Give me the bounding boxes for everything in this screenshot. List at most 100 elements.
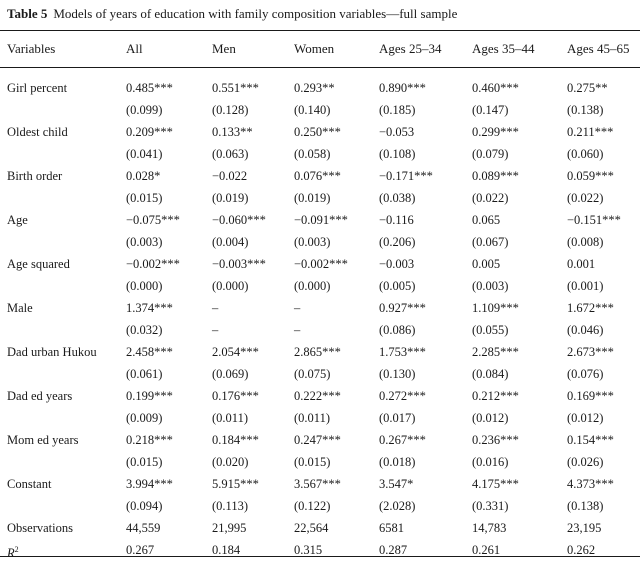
row-label: Constant (7, 477, 52, 491)
table-body: Girl percent 0.485*** 0.551*** 0.293** 0.890… (0, 77, 640, 561)
se-cell: (0.061) (126, 367, 163, 381)
se-cell: (0.018) (379, 455, 416, 469)
se-cell: (0.069) (212, 367, 249, 381)
coef-cell: 0.236*** (472, 433, 519, 447)
coef-cell: 0.211*** (567, 125, 614, 139)
coef-cell: 2.865*** (294, 345, 341, 359)
se-cell: (0.084) (472, 367, 509, 381)
se-cell: (0.094) (126, 499, 163, 513)
summary-cell: 22,564 (294, 521, 329, 535)
se-cell: (0.086) (379, 323, 416, 337)
se-row: (0.015) (0.020) (0.015) (0.018) (0.016) (0.02… (0, 451, 640, 473)
coef-cell: 0.927*** (379, 301, 426, 315)
row-label: Girl percent (7, 81, 68, 95)
se-cell: (0.009) (126, 411, 163, 425)
coef-cell: −0.151*** (567, 213, 621, 227)
se-cell: (0.063) (212, 147, 249, 161)
se-cell: (0.004) (212, 235, 249, 249)
coef-cell: −0.003*** (212, 257, 266, 271)
coef-cell: −0.116 (379, 213, 414, 227)
coef-cell: 0.133** (212, 125, 253, 139)
summary-cell: 0.267 (126, 543, 155, 557)
se-row: (0.061) (0.069) (0.075) (0.130) (0.084) (0.07… (0, 363, 640, 385)
table-caption: Table 5 Models of years of education with… (7, 4, 457, 24)
top-rule (0, 30, 640, 31)
se-cell: (0.147) (472, 103, 509, 117)
coef-cell: −0.002*** (126, 257, 180, 271)
coef-row: Age squared −0.002*** −0.003*** −0.002*** −0… (0, 253, 640, 275)
se-row: (0.000) (0.000) (0.000) (0.005) (0.003) (0.00… (0, 275, 640, 297)
se-cell: (0.019) (294, 191, 331, 205)
row-label: Oldest child (7, 125, 68, 139)
se-cell: (0.185) (379, 103, 416, 117)
header-rule (0, 67, 640, 68)
coef-cell: 0.460*** (472, 81, 519, 95)
table-title: Models of years of education with family… (53, 6, 458, 21)
se-cell: (0.206) (379, 235, 416, 249)
coef-cell: 3.567*** (294, 477, 341, 491)
coef-cell: 5.915*** (212, 477, 259, 491)
coef-cell: 3.994*** (126, 477, 173, 491)
coef-row: Constant 3.994*** 5.915*** 3.567*** 3.547* 4.… (0, 473, 640, 495)
se-cell: (0.041) (126, 147, 163, 161)
se-cell: (0.130) (379, 367, 416, 381)
coef-cell: 0.275** (567, 81, 608, 95)
coef-cell: 1.109*** (472, 301, 519, 315)
coef-cell: 0.247*** (294, 433, 341, 447)
coef-cell: 0.089*** (472, 169, 519, 183)
se-cell: (0.022) (567, 191, 604, 205)
se-cell: (0.019) (212, 191, 249, 205)
coef-row: Dad urban Hukou 2.458*** 2.054*** 2.865*** 1… (0, 341, 640, 363)
se-cell: (0.003) (472, 279, 509, 293)
summary-cell: 0.315 (294, 543, 323, 557)
se-cell: (0.020) (212, 455, 249, 469)
se-cell: (0.005) (379, 279, 416, 293)
coef-row: Girl percent 0.485*** 0.551*** 0.293** 0.890… (0, 77, 640, 99)
coef-cell: 2.054*** (212, 345, 259, 359)
summary-cell: 44,559 (126, 521, 161, 535)
se-cell: (0.026) (567, 455, 604, 469)
coef-cell: 0.218*** (126, 433, 173, 447)
se-cell: (0.017) (379, 411, 416, 425)
se-cell: (0.015) (294, 455, 331, 469)
column-header: Ages 45–65 (567, 41, 630, 56)
coef-cell: 0.184*** (212, 433, 259, 447)
se-cell: – (294, 323, 301, 337)
se-cell: (0.008) (567, 235, 604, 249)
summary-cell: 0.287 (379, 543, 408, 557)
coef-cell: 4.373*** (567, 477, 614, 491)
row-label: Birth order (7, 169, 63, 183)
column-header: Variables (7, 41, 56, 56)
coef-cell: −0.053 (379, 125, 415, 139)
column-header: Men (212, 41, 236, 56)
coef-row: Oldest child 0.209*** 0.133** 0.250*** −0.05… (0, 121, 640, 143)
coef-cell: 0.076*** (294, 169, 341, 183)
row-label: Mom ed years (7, 433, 79, 447)
data-table: Variables All Men Women Ages 25–34 Ages … (0, 31, 640, 561)
coef-cell: −0.060*** (212, 213, 266, 227)
se-cell: (0.000) (126, 279, 163, 293)
coef-cell: −0.091*** (294, 213, 348, 227)
se-cell: (0.128) (212, 103, 249, 117)
se-cell: (0.138) (567, 103, 604, 117)
coef-cell: 0.199*** (126, 389, 173, 403)
coef-cell: 0.250*** (294, 125, 341, 139)
coef-cell: 0.222*** (294, 389, 341, 403)
summary-cell: 6581 (379, 521, 404, 535)
se-cell: (2.028) (379, 499, 416, 513)
se-cell: – (212, 323, 219, 337)
coef-cell: 2.458*** (126, 345, 173, 359)
summary-row: Observations 44,559 21,995 22,564 6581 14,783… (0, 517, 640, 539)
row-label: Dad urban Hukou (7, 345, 97, 359)
se-cell: (0.000) (294, 279, 331, 293)
coef-cell: 0.551*** (212, 81, 259, 95)
summary-cell: 21,995 (212, 521, 247, 535)
se-row: (0.099) (0.128) (0.140) (0.185) (0.147) (0.13… (0, 99, 640, 121)
se-cell: (0.108) (379, 147, 416, 161)
coef-row: Male 1.374*** – – 0.927*** 1.109*** 1.672*** (0, 297, 640, 319)
summary-row: R2 0.267 0.184 0.315 0.287 0.261 0.262 (0, 539, 640, 561)
coef-cell: 1.374*** (126, 301, 173, 315)
summary-label: R (7, 546, 15, 561)
coef-cell: 0.209*** (126, 125, 173, 139)
se-cell: (0.140) (294, 103, 331, 117)
